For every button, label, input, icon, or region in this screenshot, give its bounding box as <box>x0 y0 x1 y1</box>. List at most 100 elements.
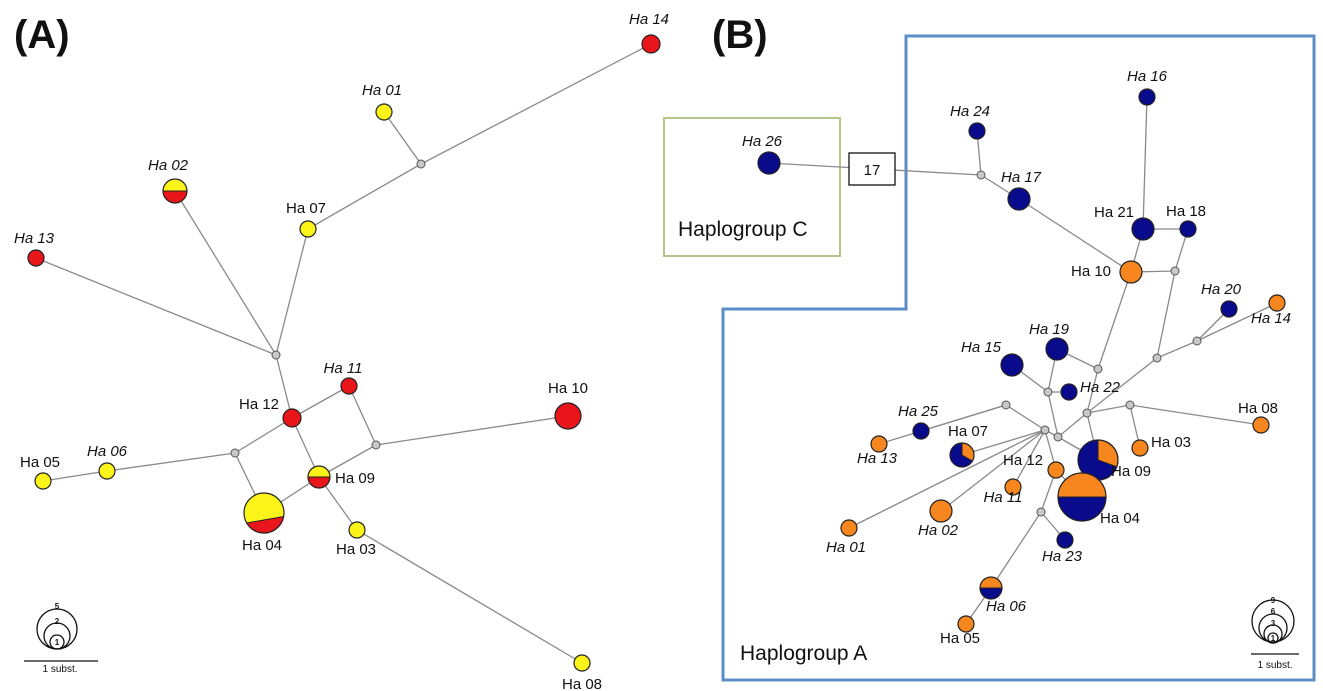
median-vector-node <box>1001 400 1011 410</box>
haplotype-node-ha-21 <box>1131 217 1155 241</box>
haplotype-label-ha-13: Ha 13 <box>14 230 55 247</box>
haplotype-label-ha-03: Ha 03 <box>336 541 376 558</box>
haplotype-label-ha-07: Ha 07 <box>948 423 988 440</box>
haplotype-node-ha-02 <box>162 178 188 204</box>
haplotype-label-ha-18: Ha 18 <box>1166 203 1206 220</box>
panel-b-size-legend: 9 6 3 1 <box>1251 596 1295 644</box>
legend-a-5: 5 <box>55 602 60 611</box>
haplotype-node-ha-17 <box>1007 187 1031 211</box>
haplotype-label-ha-12: Ha 12 <box>1003 452 1043 469</box>
haplotype-node-ha-05 <box>957 615 975 633</box>
haplotype-node-ha-23 <box>1056 531 1074 549</box>
legend-b-6: 6 <box>1271 607 1276 616</box>
network-edge <box>35 257 277 356</box>
network-edge <box>420 43 652 165</box>
median-vector-node <box>371 440 381 450</box>
haplotype-node-ha-14 <box>641 34 661 54</box>
haplotype-node-ha-11 <box>340 377 358 395</box>
panel-b-labels: Ha 16 Ha 24 Ha 26 Ha 17 Ha 21 Ha 18 Ha 10 Ha 20… <box>742 68 1291 647</box>
network-edge <box>1047 391 1059 438</box>
haplotype-label-ha-15: Ha 15 <box>961 339 1002 356</box>
network-edge <box>1086 357 1158 414</box>
median-vector-node <box>976 170 986 180</box>
haplotype-label-ha-04: Ha 04 <box>1100 510 1140 527</box>
haplotype-label-ha-09: Ha 09 <box>1111 463 1151 480</box>
haplotype-node-ha-20 <box>1220 300 1238 318</box>
haplotype-label-ha-08: Ha 08 <box>562 676 602 691</box>
haplotype-node-ha-12 <box>1047 461 1065 479</box>
haplotype-label-ha-06: Ha 06 <box>87 443 128 460</box>
haplotype-node-ha-07 <box>949 442 975 468</box>
haplotype-label-ha-14: Ha 14 <box>629 11 669 28</box>
network-edge <box>291 385 350 419</box>
haplotype-node-ha-03 <box>1131 439 1149 457</box>
network-edge <box>348 385 377 446</box>
haplotype-label-ha-20: Ha 20 <box>1201 281 1242 298</box>
median-vector-node <box>1152 353 1162 363</box>
haplotype-node-ha-12 <box>282 408 302 428</box>
haplotype-label-ha-13: Ha 13 <box>857 450 898 467</box>
haplotype-node-ha-06 <box>979 576 1003 600</box>
median-vector-node <box>416 159 426 169</box>
haplotype-node-ha-05 <box>34 472 52 490</box>
haplotype-label-ha-22: Ha 22 <box>1080 379 1121 396</box>
haplotype-label-ha-24: Ha 24 <box>950 103 990 120</box>
haplotype-node-ha-14 <box>1268 294 1286 312</box>
haplotype-label-ha-02: Ha 02 <box>918 522 959 539</box>
network-edge <box>1012 429 1046 488</box>
haplotype-node-ha-01 <box>840 519 858 537</box>
network-edge <box>1086 404 1131 414</box>
haplogroup-a-label: Haplogroup A <box>740 642 867 665</box>
network-edge <box>42 470 108 482</box>
haplotype-node-ha-09 <box>1077 439 1119 481</box>
haplotype-label-ha-23: Ha 23 <box>1042 548 1083 565</box>
legend-b-3: 3 <box>1271 619 1276 628</box>
network-edge <box>1086 368 1099 414</box>
network-edge <box>1018 198 1132 273</box>
network-edge <box>990 511 1042 589</box>
haplotype-label-ha-09: Ha 09 <box>335 470 375 487</box>
network-edge <box>1097 271 1132 370</box>
network-edge <box>1142 96 1148 230</box>
median-vector-node <box>1053 432 1063 442</box>
median-vector-node <box>1170 266 1180 276</box>
haplotype-node-ha-04 <box>243 492 285 534</box>
panel-b-nodes <box>757 88 1286 633</box>
haplotype-label-ha-02: Ha 02 <box>148 157 189 174</box>
haplotype-node-ha-26 <box>757 151 781 175</box>
network-edge <box>234 417 293 454</box>
network-edge <box>275 228 309 356</box>
haplotype-node-ha-04 <box>1057 472 1107 522</box>
haplotype-node-ha-19 <box>1045 337 1069 361</box>
haplotype-label-ha-06: Ha 06 <box>986 598 1027 615</box>
network-edge <box>1129 404 1262 426</box>
haplotype-node-ha-03 <box>348 521 366 539</box>
haplotype-label-ha-21: Ha 21 <box>1094 204 1134 221</box>
haplotype-label-ha-10: Ha 10 <box>548 380 588 397</box>
network-edge <box>106 452 236 472</box>
network-edge <box>1156 340 1198 359</box>
haplotype-label-ha-11: Ha 11 <box>324 360 363 377</box>
median-vector-node <box>1093 364 1103 374</box>
panel-a-size-legend: 5 2 1 <box>36 602 78 650</box>
haplotype-label-ha-08: Ha 08 <box>1238 400 1278 417</box>
haplotype-node-ha-15 <box>1000 353 1024 377</box>
haplotype-label-ha-16: Ha 16 <box>1127 68 1168 85</box>
haplotype-node-ha-10 <box>1119 260 1143 284</box>
haplotype-node-ha-11 <box>1004 478 1022 496</box>
haplotype-label-ha-01: Ha 01 <box>826 539 866 556</box>
mutation-count-box: 17 <box>848 152 896 186</box>
median-vector-node <box>1040 425 1050 435</box>
legend-a-1: 1 <box>55 638 60 647</box>
median-vector-node <box>1192 336 1202 346</box>
median-vector-node <box>271 350 281 360</box>
haplotype-node-ha-09 <box>307 465 331 489</box>
haplotype-label-ha-11: Ha 11 <box>984 489 1023 506</box>
haplotype-node-ha-18 <box>1179 220 1197 238</box>
haplotype-node-ha-07 <box>299 220 317 238</box>
network-edge <box>307 163 422 230</box>
network-edge <box>1005 404 1046 431</box>
